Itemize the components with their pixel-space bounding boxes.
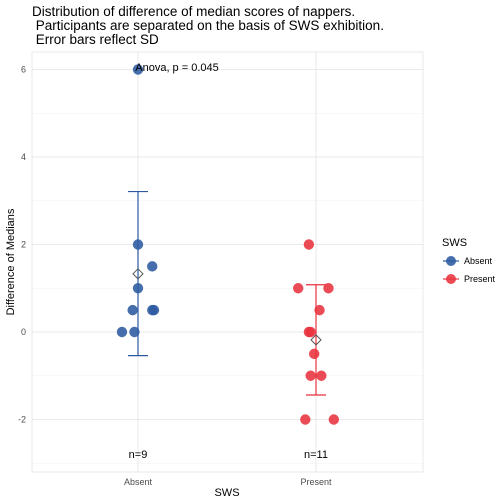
y-tick-label: 0 <box>21 327 26 337</box>
data-point-present <box>328 414 339 425</box>
data-point-absent <box>127 304 138 316</box>
data-point-absent <box>132 283 144 294</box>
mean-marker-present <box>310 334 322 346</box>
x-axis: Absent Present <box>124 477 332 487</box>
legend-label-present: Present <box>464 274 496 284</box>
legend-key-present <box>446 274 456 284</box>
data-point-present <box>303 239 315 250</box>
y-tick-label: -2 <box>18 415 26 425</box>
data-point-absent <box>116 326 128 338</box>
title-line-1: Distribution of difference of median sco… <box>32 4 355 19</box>
y-tick-label: 6 <box>21 65 26 75</box>
data-point-present <box>316 370 327 381</box>
legend-label-absent: Absent <box>464 256 493 266</box>
chart-title: Distribution of difference of median sco… <box>32 4 384 47</box>
legend: SWS Absent Present <box>442 237 496 284</box>
data-point-present <box>309 348 320 360</box>
data-point-absent <box>148 304 160 316</box>
plot-grid <box>32 52 423 472</box>
data-point-absent <box>132 239 144 250</box>
title-line-3: Error bars reflect SD <box>32 32 159 47</box>
plot-panel-border <box>31 51 424 473</box>
anova-annotation: Anova, p = 0.045 <box>135 62 218 74</box>
data-point-present <box>293 283 304 294</box>
data-point-absent <box>129 326 140 338</box>
x-axis-title: SWS <box>214 487 239 499</box>
y-tick-label: 4 <box>21 152 26 162</box>
data-point-present <box>305 370 316 381</box>
y-tick-label: 2 <box>21 240 26 250</box>
y-axis-title: Difference of Medians <box>5 208 17 315</box>
data-point-present <box>300 414 311 425</box>
data-point-present <box>323 283 334 294</box>
y-axis: -2 0 2 4 6 <box>18 65 26 425</box>
count-label-present: n=11 <box>304 449 328 461</box>
x-tick-label: Absent <box>124 477 153 487</box>
legend-key-absent <box>446 256 456 266</box>
error-bars <box>128 190 326 396</box>
data-point-present <box>314 304 325 316</box>
data-point-absent <box>132 64 144 75</box>
x-tick-label: Present <box>300 477 332 487</box>
mean-markers <box>132 268 322 346</box>
data-point-absent <box>147 261 158 272</box>
legend-keys: Absent Present <box>443 256 496 284</box>
title-line-2: Participants are separated on the basis … <box>32 18 384 33</box>
data-point-present <box>305 326 316 338</box>
data-points <box>116 64 339 425</box>
count-label-absent: n=9 <box>129 449 148 461</box>
mean-marker-absent <box>132 268 144 280</box>
legend-title: SWS <box>442 237 467 249</box>
